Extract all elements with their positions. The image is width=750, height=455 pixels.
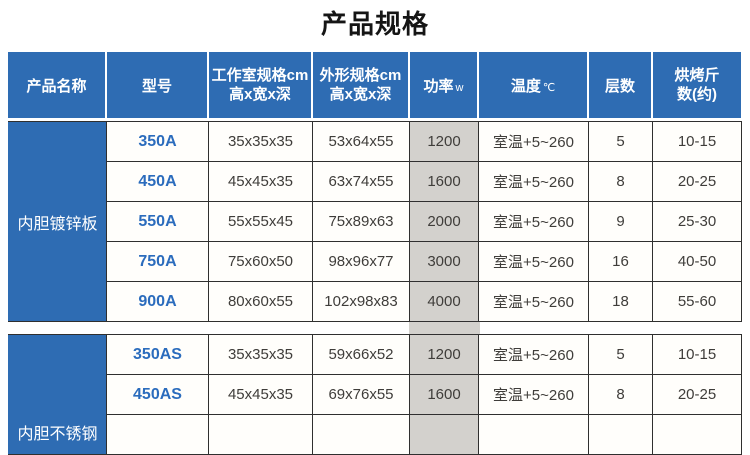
header-power-label: 功率 bbox=[423, 77, 454, 95]
cell-model: 350A bbox=[106, 121, 209, 162]
cell-outer: 102x98x83 bbox=[312, 281, 410, 322]
header-power-unit: w bbox=[455, 81, 464, 94]
header-capacity-line2: 数(约) bbox=[677, 86, 717, 103]
cell-capacity: 20-25 bbox=[652, 161, 742, 202]
cell-power: 2000 bbox=[409, 201, 479, 242]
product-name-cell: 内胆镀锌板 bbox=[8, 121, 107, 322]
cell-model: 450AS bbox=[106, 374, 209, 415]
cell-layers bbox=[588, 414, 653, 455]
cell-layers: 8 bbox=[588, 161, 653, 202]
cell-model: 900A bbox=[106, 281, 209, 322]
cell-chamber: 35x35x35 bbox=[208, 121, 313, 162]
header-layers: 层数 bbox=[587, 52, 652, 118]
cell-chamber: 45x45x35 bbox=[208, 161, 313, 202]
table-row: 内胆镀锌板 350A 35x35x35 53x64x55 1200 室温+5~260 5 10… bbox=[8, 121, 742, 322]
cell-temp: 室温+5~260 bbox=[478, 241, 589, 282]
cell-capacity: 10-15 bbox=[652, 334, 742, 375]
header-outer-size-line1: 外形规格cm bbox=[319, 67, 402, 84]
cell-temp: 室温+5~260 bbox=[478, 121, 589, 162]
cell-power: 1200 bbox=[409, 334, 479, 375]
header-outer-size-line2: 高x宽x深 bbox=[329, 86, 392, 103]
cell-power bbox=[409, 414, 479, 455]
cell-chamber: 75x60x50 bbox=[208, 241, 313, 282]
header-temperature: 温度 ℃ bbox=[477, 52, 588, 118]
cell-chamber: 45x45x35 bbox=[208, 374, 313, 415]
table-row: 900A 80x60x55 102x98x83 4000 室温+5~260 18 55-60 bbox=[9, 281, 742, 322]
cell-capacity bbox=[652, 414, 742, 455]
cell-layers: 8 bbox=[588, 374, 653, 415]
header-power: 功率 w bbox=[408, 52, 478, 118]
cell-outer bbox=[312, 414, 410, 455]
power-column-gap-shade bbox=[409, 322, 480, 334]
cell-power: 3000 bbox=[409, 241, 479, 282]
header-product-name-label: 产品名称 bbox=[26, 77, 87, 95]
table-row: 550A 55x55x45 75x89x63 2000 室温+5~260 9 25-30 bbox=[9, 201, 742, 242]
spec-table-group-stainless: 内胆不锈钢 350AS 35x35x35 59x66x52 1200 室温+5~260 5 1… bbox=[8, 334, 742, 455]
table-row: 内胆不锈钢 350AS 35x35x35 59x66x52 1200 室温+5~260 5 1… bbox=[8, 334, 742, 455]
cell-power: 1600 bbox=[409, 374, 479, 415]
page-title: 产品规格 bbox=[320, 9, 429, 39]
cell-model: 450A bbox=[106, 161, 209, 202]
cell-temp: 室温+5~260 bbox=[478, 201, 589, 242]
spec-table-header: 产品名称 型号 工作室规格cm 高x宽x深 外形规格cm 高x宽x深 功率 w 温 bbox=[8, 52, 741, 118]
cell-chamber: 80x60x55 bbox=[208, 281, 313, 322]
header-chamber-size: 工作室规格cm 高x宽x深 bbox=[207, 52, 312, 118]
header-temperature-label: 温度 bbox=[510, 77, 541, 95]
cell-layers: 5 bbox=[588, 121, 653, 162]
header-chamber-size-line1: 工作室规格cm bbox=[211, 67, 309, 84]
header-capacity: 烘烤斤 数(约) bbox=[651, 52, 741, 118]
cell-chamber bbox=[208, 414, 313, 455]
cell-outer: 53x64x55 bbox=[312, 121, 410, 162]
header-layers-label: 层数 bbox=[604, 77, 635, 95]
cell-layers: 9 bbox=[588, 201, 653, 242]
cell-power: 4000 bbox=[409, 281, 479, 322]
cell-layers: 18 bbox=[588, 281, 653, 322]
cell-model bbox=[106, 414, 209, 455]
cell-outer: 59x66x52 bbox=[312, 334, 410, 375]
cell-capacity: 20-25 bbox=[652, 374, 742, 415]
cell-chamber: 55x55x45 bbox=[208, 201, 313, 242]
cell-temp: 室温+5~260 bbox=[478, 161, 589, 202]
header-model: 型号 bbox=[105, 52, 208, 118]
header-model-label: 型号 bbox=[141, 77, 172, 95]
header-capacity-line1: 烘烤斤 bbox=[674, 67, 720, 84]
cell-power: 1600 bbox=[409, 161, 479, 202]
cell-capacity: 10-15 bbox=[652, 121, 742, 162]
spec-table-group-galvanized: 内胆镀锌板 350A 35x35x35 53x64x55 1200 室温+5~260 5 10… bbox=[8, 121, 742, 322]
table-row bbox=[9, 414, 742, 455]
cell-outer: 98x96x77 bbox=[312, 241, 410, 282]
cell-capacity: 25-30 bbox=[652, 201, 742, 242]
header-row: 产品名称 型号 工作室规格cm 高x宽x深 外形规格cm 高x宽x深 功率 w 温 bbox=[8, 52, 741, 118]
cell-outer: 75x89x63 bbox=[312, 201, 410, 242]
table-row: 450AS 45x45x35 69x76x55 1600 室温+5~260 8 20-25 bbox=[9, 374, 742, 415]
cell-temp bbox=[478, 414, 589, 455]
cell-layers: 16 bbox=[588, 241, 653, 282]
table-group-gap bbox=[8, 322, 741, 334]
product-name-cell: 内胆不锈钢 bbox=[8, 334, 107, 455]
header-product-name: 产品名称 bbox=[8, 52, 106, 118]
cell-model: 750A bbox=[106, 241, 209, 282]
header-outer-size: 外形规格cm 高x宽x深 bbox=[311, 52, 409, 118]
cell-capacity: 40-50 bbox=[652, 241, 742, 282]
cell-outer: 69x76x55 bbox=[312, 374, 410, 415]
cell-model: 350AS bbox=[106, 334, 209, 375]
cell-temp: 室温+5~260 bbox=[478, 281, 589, 322]
spec-table: 产品名称 型号 工作室规格cm 高x宽x深 外形规格cm 高x宽x深 功率 w 温 bbox=[8, 52, 742, 455]
table-row: 450A 45x45x35 63x74x55 1600 室温+5~260 8 20-25 bbox=[9, 161, 742, 202]
table-row: 750A 75x60x50 98x96x77 3000 室温+5~260 16 40-50 bbox=[9, 241, 742, 282]
header-temperature-unit: ℃ bbox=[542, 81, 556, 94]
cell-layers: 5 bbox=[588, 334, 653, 375]
cell-temp: 室温+5~260 bbox=[478, 374, 589, 415]
cell-outer: 63x74x55 bbox=[312, 161, 410, 202]
header-chamber-size-line2: 高x宽x深 bbox=[229, 86, 291, 103]
cell-model: 550A bbox=[106, 201, 209, 242]
cell-power: 1200 bbox=[409, 121, 479, 162]
cell-chamber: 35x35x35 bbox=[208, 334, 313, 375]
cell-capacity: 55-60 bbox=[652, 281, 742, 322]
cell-temp: 室温+5~260 bbox=[478, 334, 589, 375]
